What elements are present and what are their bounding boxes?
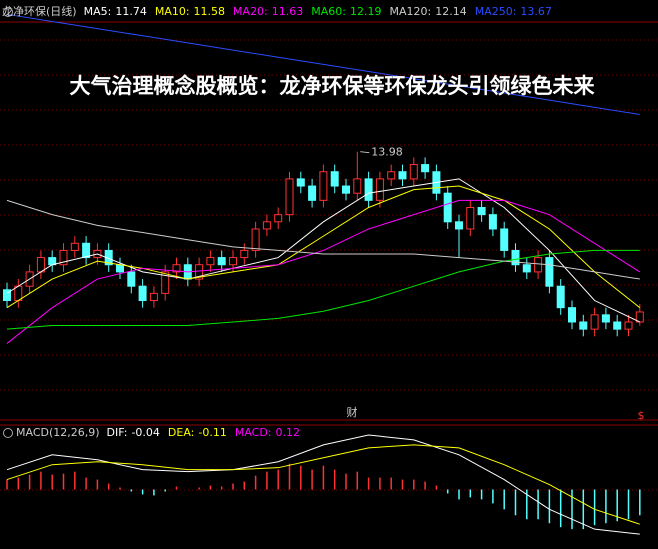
candle-body [398, 171, 407, 180]
candle-body [522, 264, 531, 273]
legend-name: MA5: [84, 5, 112, 18]
legend-icon [3, 428, 13, 438]
candle-body [138, 285, 147, 302]
candle-body [409, 164, 418, 180]
candle-body [353, 178, 362, 194]
max-label: 13.98 [371, 146, 403, 159]
candle-body [421, 164, 430, 173]
candle-body [556, 285, 565, 309]
candle-body [262, 221, 271, 230]
candle-body [364, 178, 373, 201]
legend-name: MA10: [155, 5, 190, 18]
ma-line [6, 178, 641, 323]
legend-value: 11.74 [115, 5, 147, 18]
legend-name: MACD: [235, 426, 272, 439]
candle-body [342, 185, 350, 194]
candle-body [308, 185, 317, 201]
candle-body [296, 178, 305, 187]
legend-name: DIF: [107, 426, 128, 439]
legend-value: 11.63 [272, 5, 304, 18]
candle-body [149, 292, 158, 302]
candle-body [82, 242, 91, 259]
candle-body [172, 264, 181, 273]
legend: 龙净环保(日线) MA5: 11.74 MA10: 11.58 MA20: 11.63 MA6… [2, 4, 552, 439]
legend-value: 13.67 [520, 5, 552, 18]
candle-body [3, 289, 11, 302]
candle-body [579, 321, 588, 330]
legend-name: MA120: [389, 5, 431, 18]
candle-body [601, 314, 610, 323]
legend-value: 0.12 [276, 426, 301, 439]
candle-body [127, 271, 136, 287]
candle-body [14, 285, 23, 302]
candle-body [251, 228, 260, 251]
candle-body [545, 257, 554, 287]
candle-body [613, 321, 622, 330]
candle-body [195, 264, 204, 280]
candle-body [330, 171, 339, 187]
headline: 大气治理概念股概览：龙净环保等环保龙头引领绿色未来 [70, 74, 596, 98]
macd-line [6, 444, 640, 525]
event-marker: 财 [347, 405, 358, 419]
legend-name: MA250: [475, 5, 517, 18]
legend-value: 12.19 [350, 5, 382, 18]
legend-title: MACD(12,26,9) [16, 426, 100, 439]
candle-body [624, 321, 633, 330]
ma-line [6, 13, 640, 115]
legend-value: -0.04 [131, 426, 159, 439]
ma-line [6, 249, 640, 330]
ma-line [6, 199, 640, 280]
ma-line [6, 185, 641, 309]
candle-body [534, 257, 543, 273]
candle-body [229, 257, 237, 266]
candle-body [161, 271, 170, 294]
ma-line [6, 199, 641, 344]
candle-body [500, 228, 509, 251]
candle-body [443, 192, 452, 223]
candle-body [116, 264, 124, 273]
legend-icon [3, 7, 13, 17]
candle-body [466, 207, 475, 230]
event-marker: $ [638, 409, 645, 422]
candle-body [217, 257, 226, 266]
candle-body [274, 214, 283, 223]
candle-body [70, 242, 79, 251]
candle-body [240, 249, 249, 259]
candle-body [590, 314, 599, 330]
legend-name: MA60: [311, 5, 346, 18]
candle-body [455, 221, 463, 230]
legend-name: MA20: [233, 5, 268, 18]
candle-body [375, 178, 384, 201]
candle-body [206, 257, 215, 266]
max-pointer [360, 151, 370, 154]
legend-title: 龙净环保(日线) [2, 4, 77, 18]
candle-body [36, 257, 45, 273]
candle-body [568, 307, 576, 323]
candle-body [387, 171, 396, 180]
marks: 13.98 财 $ [3, 13, 645, 535]
legend-value: 12.14 [435, 5, 467, 18]
legend-name: DEA: [168, 426, 194, 439]
candle-body [488, 214, 497, 230]
candle-body [285, 178, 294, 216]
candle-body [511, 249, 520, 266]
candle-body [59, 249, 68, 266]
candle-body [477, 207, 486, 216]
legend-value: 11.58 [194, 5, 226, 18]
candle-body [319, 171, 328, 201]
legend-value: -0.11 [198, 426, 226, 439]
